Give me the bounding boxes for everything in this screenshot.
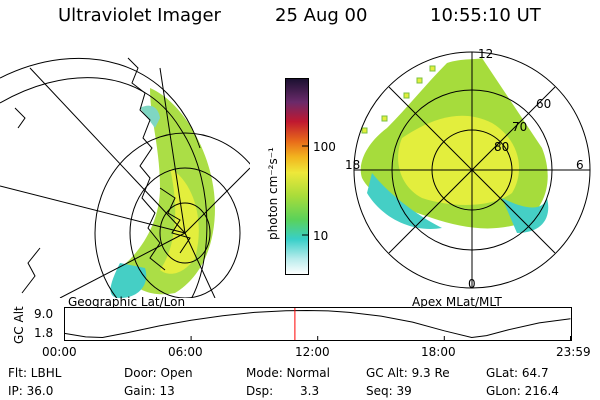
mlt-12-label: 12 <box>478 47 494 61</box>
mode-info: Mode: Normal <box>246 366 330 380</box>
apex-label: Apex MLat/MLT <box>412 295 502 309</box>
glon-info: GLon: 216.4 <box>486 384 559 398</box>
mlat-80-label: 80 <box>494 140 510 154</box>
chart-ylabel: GC Alt <box>12 306 26 344</box>
xtick-18: 18:00 <box>421 345 456 359</box>
ip-info: IP: 36.0 <box>8 384 54 398</box>
colorbar-tick-100: 100 <box>313 140 336 154</box>
altitude-chart <box>64 307 572 341</box>
mlt-6-label: 6 <box>576 158 584 172</box>
xtick-00: 00:00 <box>42 345 77 359</box>
ytick-1-8: 1.8 <box>34 326 54 340</box>
date-label: 25 Aug 00 <box>275 5 368 26</box>
ytick-9: 9.0 <box>34 307 54 321</box>
altitude-series-line <box>64 309 571 339</box>
mlt-18-label: 18 <box>345 158 361 172</box>
chart-frame <box>64 307 572 341</box>
colorbar <box>285 78 309 275</box>
instrument-title: Ultraviolet Imager <box>58 5 221 26</box>
polar-plot <box>353 51 591 289</box>
door-info: Door: Open <box>124 366 193 380</box>
colorbar-tick-10: 10 <box>313 229 329 243</box>
glat-info: GLat: 64.7 <box>486 366 549 380</box>
geographic-map <box>0 57 250 298</box>
geographic-label: Geographic Lat/Lon <box>68 295 186 309</box>
dsp-label: Dsp: <box>246 384 274 398</box>
mlat-70-label: 70 <box>512 120 528 134</box>
mlat-60-label: 60 <box>536 97 552 111</box>
mlt-0-label: 0 <box>468 277 476 291</box>
xtick-2359: 23:59 <box>556 345 591 359</box>
gc-alt-info: GC Alt: 9.3 Re <box>366 366 450 380</box>
colorbar-label: photon cm⁻²s⁻¹ <box>266 147 280 240</box>
time-label: 10:55:10 UT <box>430 5 541 26</box>
seq-info: Seq: 39 <box>366 384 412 398</box>
xtick-12: 12:00 <box>295 345 330 359</box>
flt-info: Flt: LBHL <box>8 366 62 380</box>
dsp-value: 3.3 <box>300 384 320 398</box>
gain-info: Gain: 13 <box>124 384 175 398</box>
xtick-06: 06:00 <box>168 345 203 359</box>
